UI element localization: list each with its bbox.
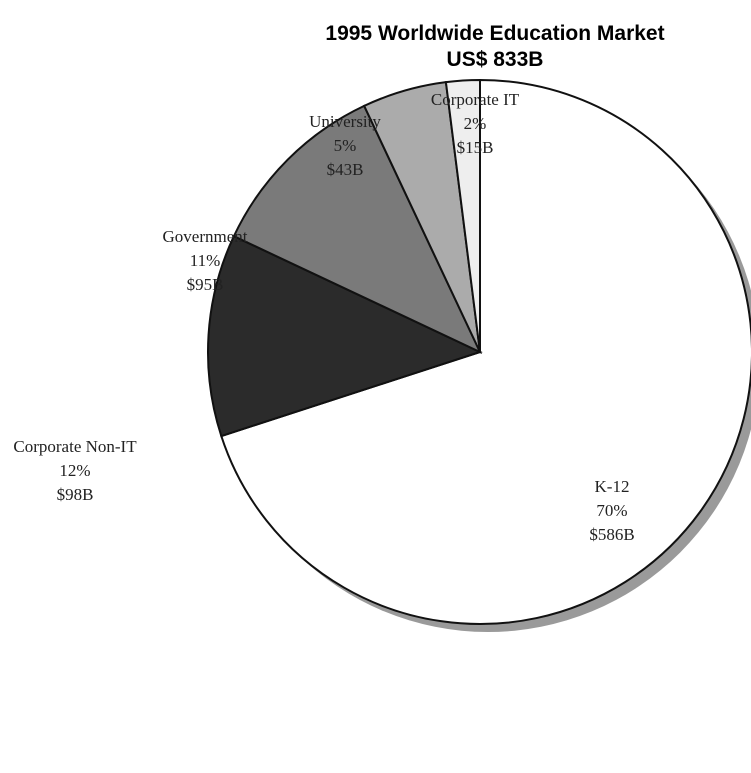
slice-percent: 70% — [596, 501, 627, 520]
slice-amount: $586B — [589, 525, 634, 544]
slice-percent: 12% — [59, 461, 90, 480]
chart-subtitle: US$ 833B — [447, 48, 544, 71]
slice-percent: 2% — [464, 114, 487, 133]
pie-slice — [444, 78, 481, 353]
slice-amount: $98B — [57, 485, 94, 504]
slice-label: Corporate IT — [431, 90, 520, 109]
pie-slice — [207, 234, 483, 438]
slice-amount: $15B — [457, 138, 494, 157]
pie — [207, 78, 751, 625]
slice-label: University — [309, 112, 381, 131]
pie-slice — [220, 78, 751, 625]
chart-title: 1995 Worldwide Education Market — [325, 22, 664, 45]
slice-label: Government — [163, 227, 248, 246]
slice-amount: $43B — [327, 160, 364, 179]
labels: K-12 70% $586B Corporate Non-IT 12% $98B Gover… — [13, 90, 634, 544]
pie-slice — [232, 104, 483, 355]
slice-amount: $95B — [187, 275, 224, 294]
slice-percent: 11% — [190, 251, 221, 270]
slice-percent: 5% — [334, 136, 357, 155]
slice-label: K-12 — [595, 477, 630, 496]
slice-label: Corporate Non-IT — [13, 437, 137, 456]
